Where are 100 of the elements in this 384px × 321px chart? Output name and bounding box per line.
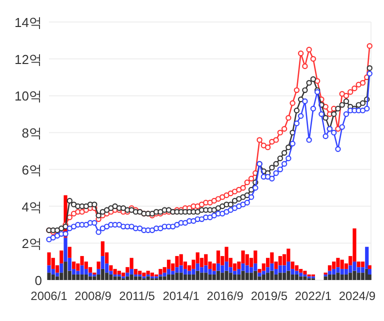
- bar: [303, 270, 307, 274]
- bar: [348, 265, 352, 273]
- bar: [80, 256, 84, 266]
- bar: [158, 276, 162, 280]
- bar: [237, 274, 241, 280]
- bar: [76, 274, 80, 280]
- bar: [290, 274, 294, 280]
- bar: [80, 265, 84, 274]
- bar: [270, 263, 274, 271]
- bar: [294, 270, 298, 274]
- bar: [258, 276, 262, 280]
- bar: [224, 246, 228, 262]
- bar: [166, 260, 171, 269]
- bar: [254, 270, 258, 280]
- bar: [188, 270, 192, 274]
- bar: [130, 268, 134, 274]
- bar: [224, 270, 228, 280]
- bar: [360, 267, 365, 273]
- bar: [278, 272, 282, 280]
- bar: [232, 263, 237, 271]
- bar: [162, 276, 166, 280]
- bar: [117, 270, 121, 274]
- bar: [254, 263, 258, 271]
- bar: [204, 265, 208, 273]
- bar: [100, 241, 104, 256]
- bar: [204, 254, 208, 266]
- bar: [360, 272, 365, 280]
- bar: [109, 274, 113, 280]
- bar: [368, 268, 372, 274]
- bar: [171, 274, 175, 280]
- bar: [158, 268, 162, 274]
- bar: [60, 272, 64, 280]
- bar: [254, 250, 258, 264]
- bar: [324, 276, 328, 280]
- bar: [88, 272, 92, 276]
- bar: [274, 262, 278, 269]
- bar: [146, 276, 150, 280]
- bar: [130, 258, 134, 269]
- bar: [274, 268, 278, 274]
- bar: [249, 272, 254, 280]
- bar: [258, 268, 262, 273]
- bar: [200, 272, 204, 280]
- bar: [72, 262, 76, 269]
- bar: [224, 262, 228, 271]
- bar: [286, 270, 290, 280]
- bar: [245, 254, 249, 266]
- bar: [72, 268, 76, 274]
- bar: [192, 260, 196, 269]
- bar: [216, 270, 220, 280]
- bar: [286, 262, 290, 271]
- bar: [51, 274, 55, 280]
- bar: [262, 274, 266, 280]
- bar: [183, 268, 188, 274]
- bar: [266, 267, 270, 273]
- bar: [47, 265, 51, 273]
- bar: [179, 254, 183, 266]
- bar: [332, 274, 336, 280]
- bar: [228, 272, 232, 280]
- bar: [266, 272, 270, 280]
- bar: [294, 265, 298, 271]
- y-tick-label: 8억: [22, 126, 42, 141]
- bar: [249, 267, 254, 273]
- x-tick-label: 2024/9: [338, 289, 376, 303]
- bar: [340, 260, 344, 269]
- bar: [204, 272, 208, 280]
- bar: [220, 265, 224, 273]
- bar: [126, 276, 130, 280]
- bar: [241, 270, 245, 280]
- bar: [84, 262, 88, 269]
- bar: [51, 268, 55, 274]
- bar: [352, 228, 356, 262]
- bar: [76, 270, 80, 274]
- bar: [216, 250, 220, 264]
- bar: [96, 268, 100, 274]
- bar: [290, 268, 294, 274]
- bar: [340, 274, 344, 280]
- bar: [55, 276, 60, 280]
- bar: [60, 263, 64, 273]
- bar: [192, 268, 196, 274]
- bar: [365, 246, 369, 269]
- bar: [336, 258, 340, 268]
- bar: [212, 270, 216, 274]
- bar: [162, 267, 166, 273]
- bar: [245, 272, 249, 280]
- bar: [245, 265, 249, 273]
- bar: [84, 274, 88, 280]
- bar: [96, 262, 100, 269]
- bar: [286, 248, 290, 262]
- bar: [47, 252, 51, 266]
- bar: [134, 276, 138, 280]
- bar: [282, 265, 286, 273]
- bar: [274, 274, 278, 280]
- bar: [340, 268, 344, 274]
- bar: [249, 258, 254, 268]
- bar: [294, 274, 298, 280]
- bar: [126, 267, 130, 273]
- bar: [104, 263, 109, 273]
- bar: [208, 262, 212, 269]
- y-tick-label: 0: [34, 273, 42, 288]
- bar: [104, 272, 109, 280]
